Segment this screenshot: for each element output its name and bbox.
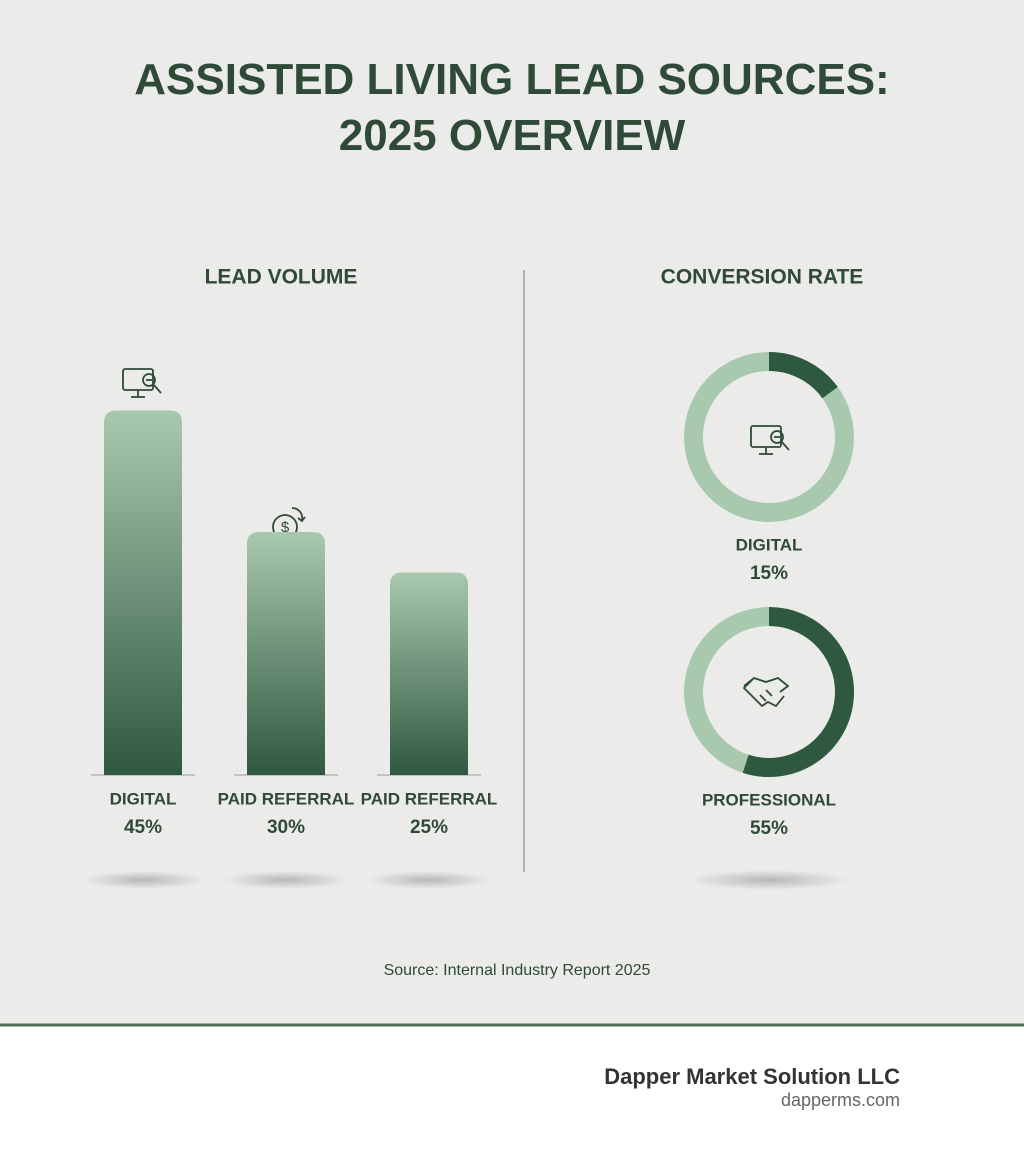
shadow: [689, 870, 849, 890]
category-label: DIGITAL: [736, 535, 803, 554]
bar: [247, 532, 325, 775]
section-title: CONVERSION RATE: [661, 266, 864, 289]
category-label: PAID REFERRAL: [218, 789, 355, 808]
value-label: 55%: [750, 818, 788, 839]
donut-arc: [742, 607, 854, 777]
page-title: ASSISTED LIVING LEAD SOURCES: 2025 OVERV…: [134, 55, 890, 160]
shadow: [224, 871, 348, 889]
value-label: 45%: [124, 817, 162, 838]
category-label: PROFESSIONAL: [702, 790, 836, 809]
company: Dapper Market Solution LLC: [604, 1064, 900, 1089]
category-label: PAID REFERRAL: [361, 789, 498, 808]
section-title: LEAD VOLUME: [205, 266, 358, 289]
category-label: DIGITAL: [110, 789, 177, 808]
value-label: 25%: [410, 817, 448, 838]
value-label: 30%: [267, 817, 305, 838]
shadow: [81, 871, 205, 889]
donut-arc: [768, 352, 838, 399]
footer-bg: [0, 1026, 1024, 1154]
bar: [104, 410, 182, 775]
shadow: [367, 871, 491, 889]
bar: [390, 572, 468, 775]
website: dapperms.com: [781, 1090, 900, 1110]
source: Source: Internal Industry Report 2025: [384, 962, 651, 979]
svg-text:$: $: [281, 519, 290, 536]
value-label: 15%: [750, 563, 788, 584]
